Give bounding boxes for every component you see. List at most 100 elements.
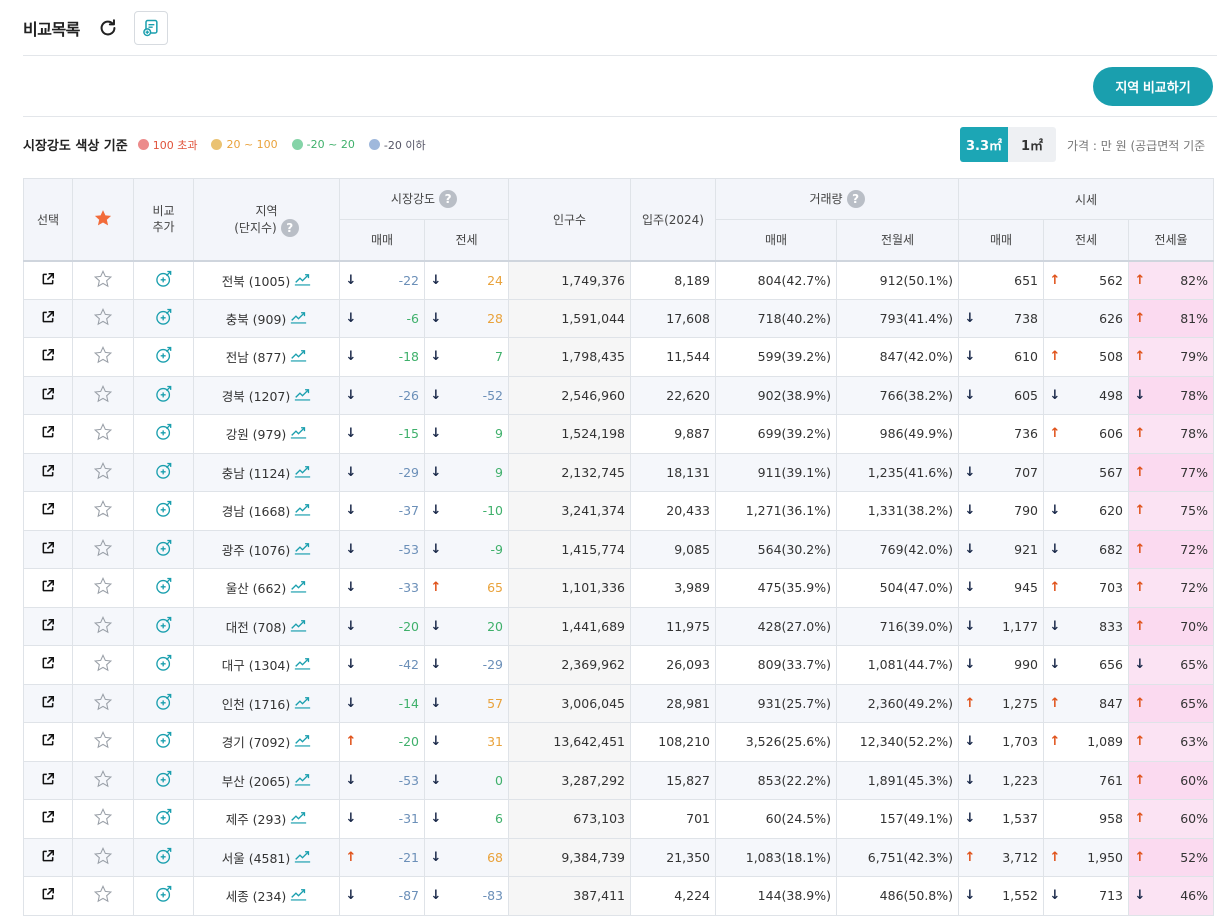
unit-pyeong-button[interactable]: 3.3㎡ [960,127,1008,162]
external-link-icon[interactable] [41,310,55,324]
region-cell[interactable]: 경남 (1668) [193,491,340,531]
help-icon[interactable]: ? [439,190,458,209]
compare-add-icon[interactable] [154,384,174,404]
star-icon[interactable] [93,807,113,827]
region-name[interactable]: 대전 (708) [225,619,287,635]
compare-add-icon[interactable] [154,769,174,789]
star-icon[interactable] [93,538,113,558]
region-cell[interactable]: 대전 (708) [193,606,340,646]
external-link-icon[interactable] [41,849,55,863]
star-icon[interactable] [93,345,113,365]
region-cell[interactable]: 인천 (1716) [193,683,340,723]
region-cell[interactable]: 서울 (4581) [193,837,340,877]
trend-chart-icon[interactable] [290,348,307,365]
region-name[interactable]: 세종 (234) [225,889,287,905]
trend-chart-icon[interactable] [294,272,311,289]
region-name[interactable]: 강원 (979) [225,427,287,443]
compare-add-icon[interactable] [154,269,174,289]
compare-regions-button[interactable]: 지역 비교하기 [1093,67,1213,106]
save-list-button[interactable] [133,11,168,45]
star-icon[interactable] [93,653,113,673]
external-link-icon[interactable] [41,887,55,901]
trend-chart-icon[interactable] [294,387,311,404]
region-name[interactable]: 인천 (1716) [221,696,291,712]
star-icon[interactable] [93,307,113,327]
star-icon[interactable] [93,384,113,404]
external-link-icon[interactable] [41,541,55,555]
unit-sqm-button[interactable]: 1㎡ [1008,127,1056,162]
compare-add-icon[interactable] [154,461,174,481]
trend-chart-icon[interactable] [294,656,311,673]
region-name[interactable]: 경북 (1207) [221,388,291,404]
compare-add-icon[interactable] [154,422,174,442]
region-name[interactable]: 충남 (1124) [221,465,291,481]
region-cell[interactable]: 충남 (1124) [193,452,340,492]
compare-add-icon[interactable] [154,730,174,750]
external-link-icon[interactable] [41,733,55,747]
trend-chart-icon[interactable] [294,772,311,789]
external-link-icon[interactable] [41,810,55,824]
region-cell[interactable]: 울산 (662) [193,568,340,608]
external-link-icon[interactable] [41,695,55,709]
external-link-icon[interactable] [41,579,55,593]
compare-add-icon[interactable] [154,307,174,327]
region-name[interactable]: 전북 (1005) [221,273,291,289]
region-name[interactable]: 전남 (877) [225,350,287,366]
trend-chart-icon[interactable] [290,579,307,596]
compare-add-icon[interactable] [154,499,174,519]
region-name[interactable]: 충북 (909) [225,311,287,327]
compare-add-icon[interactable] [154,576,174,596]
region-cell[interactable]: 전남 (877) [193,337,340,377]
external-link-icon[interactable] [41,618,55,632]
region-name[interactable]: 대구 (1304) [221,658,291,674]
region-name[interactable]: 광주 (1076) [221,542,291,558]
trend-chart-icon[interactable] [290,425,307,442]
trend-chart-icon[interactable] [290,810,307,827]
region-cell[interactable]: 경기 (7092) [193,722,340,762]
region-name[interactable]: 서울 (4581) [221,850,291,866]
trend-chart-icon[interactable] [294,502,311,519]
trend-chart-icon[interactable] [290,618,307,635]
star-icon[interactable] [93,692,113,712]
help-icon[interactable]: ? [280,219,299,237]
trend-chart-icon[interactable] [294,541,311,558]
trend-chart-icon[interactable] [294,464,311,481]
external-link-icon[interactable] [41,387,55,401]
star-icon[interactable] [93,499,113,519]
help-icon[interactable]: ? [846,190,865,209]
compare-add-icon[interactable] [154,345,174,365]
star-icon[interactable] [93,422,113,442]
region-cell[interactable]: 제주 (293) [193,799,340,839]
external-link-icon[interactable] [41,502,55,516]
external-link-icon[interactable] [41,272,55,286]
star-icon[interactable] [93,769,113,789]
external-link-icon[interactable] [41,348,55,362]
external-link-icon[interactable] [41,772,55,786]
compare-add-icon[interactable] [154,538,174,558]
star-icon[interactable] [93,615,113,635]
compare-add-icon[interactable] [154,653,174,673]
trend-chart-icon[interactable] [290,310,307,327]
compare-add-icon[interactable] [154,884,174,904]
region-cell[interactable]: 전북 (1005) [193,260,340,300]
external-link-icon[interactable] [41,656,55,670]
external-link-icon[interactable] [41,464,55,478]
trend-chart-icon[interactable] [290,887,307,904]
star-icon[interactable] [93,269,113,289]
region-cell[interactable]: 대구 (1304) [193,645,340,685]
region-name[interactable]: 경남 (1668) [221,504,291,520]
region-name[interactable]: 울산 (662) [225,581,287,597]
refresh-icon[interactable] [96,16,120,40]
trend-chart-icon[interactable] [294,849,311,866]
star-icon[interactable] [93,846,113,866]
compare-add-icon[interactable] [154,846,174,866]
star-icon[interactable] [93,576,113,596]
region-cell[interactable]: 충북 (909) [193,298,340,338]
external-link-icon[interactable] [41,425,55,439]
compare-add-icon[interactable] [154,807,174,827]
compare-add-icon[interactable] [154,692,174,712]
star-icon[interactable] [93,884,113,904]
region-cell[interactable]: 강원 (979) [193,414,340,454]
region-name[interactable]: 부산 (2065) [221,773,291,789]
region-name[interactable]: 제주 (293) [225,812,287,828]
